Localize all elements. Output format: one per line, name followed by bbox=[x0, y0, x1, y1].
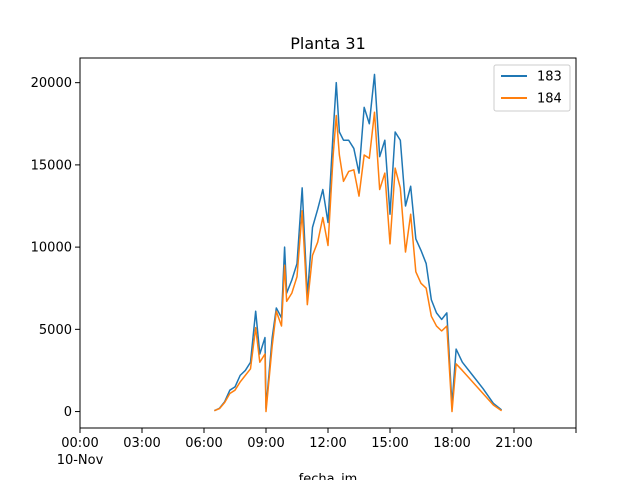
legend-label-183: 183 bbox=[537, 70, 562, 85]
x-tick-label: 09:00 bbox=[247, 436, 284, 451]
y-tick-label: 0 bbox=[64, 405, 72, 420]
legend-label-184: 184 bbox=[537, 92, 562, 107]
y-axis: 0 5000 10000 15000 20000 bbox=[31, 76, 80, 420]
y-tick-label: 15000 bbox=[31, 158, 72, 173]
x-tick-label: 06:00 bbox=[185, 436, 222, 451]
y-tick-label: 5000 bbox=[39, 323, 72, 338]
x-tick-sublabel: 10-Nov bbox=[57, 453, 104, 468]
x-tick-label: 00:00 bbox=[61, 436, 98, 451]
y-tick-label: 20000 bbox=[31, 76, 72, 91]
plot-area bbox=[214, 73, 503, 413]
series-line-184 bbox=[214, 111, 503, 413]
x-axis-label: fecha_im bbox=[299, 472, 358, 480]
series-line-183 bbox=[214, 73, 503, 412]
y-tick-label: 10000 bbox=[31, 241, 72, 256]
x-tick-label: 03:00 bbox=[123, 436, 160, 451]
x-tick-label: 12:00 bbox=[309, 436, 346, 451]
x-tick-label: 18:00 bbox=[433, 436, 470, 451]
x-axis: 00:00 10-Nov 03:00 06:00 09:00 12:00 15:00 18:0… bbox=[57, 428, 577, 468]
chart-title: Planta 31 bbox=[290, 34, 366, 53]
x-tick-label: 21:00 bbox=[495, 436, 532, 451]
x-tick-label: 15:00 bbox=[371, 436, 408, 451]
